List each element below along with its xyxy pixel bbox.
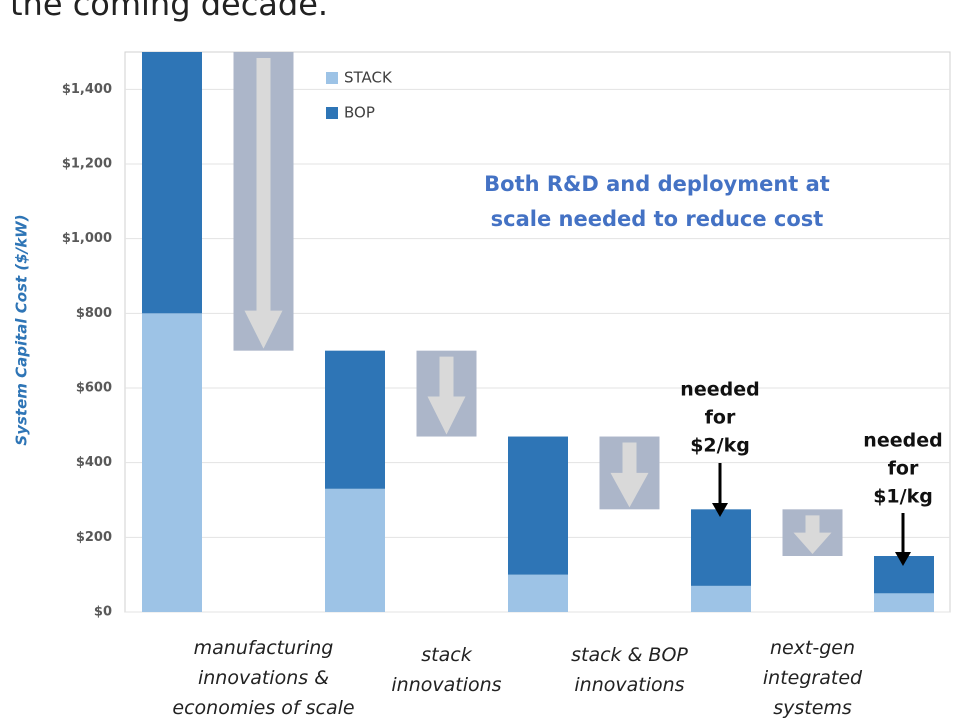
annotation-target: needed: [680, 379, 759, 401]
y-tick-label: $1,400: [62, 82, 112, 97]
bar-segment: [508, 574, 568, 612]
y-tick-label: $800: [76, 306, 112, 321]
reduction-arrowhead: [793, 515, 832, 554]
annotation-target: needed: [863, 430, 942, 452]
reduction-arrowhead: [244, 58, 283, 349]
annotation-arrowhead: [895, 552, 911, 566]
reduction-arrow: [599, 436, 660, 510]
x-category-label: stack innovations: [391, 644, 501, 696]
y-tick-label: $1,000: [62, 231, 112, 246]
reduction-arrowhead: [610, 442, 649, 508]
bar-segment: [874, 593, 934, 612]
y-tick-label: $0: [94, 605, 112, 620]
bar-segment: [691, 509, 751, 586]
header-text: the coming decade.: [10, 0, 328, 23]
y-tick-label: $1,200: [62, 157, 112, 172]
y-tick-label: $600: [76, 381, 112, 396]
bar-segment: [325, 350, 385, 489]
x-category-label: stack & BOP innovations: [571, 644, 688, 696]
bar-segment: [325, 488, 385, 612]
bar-segment: [142, 313, 202, 612]
annotation-target: $2/kg: [690, 435, 750, 457]
bar-segment: [508, 436, 568, 575]
y-tick-label: $400: [76, 455, 112, 470]
legend-swatch: [326, 107, 338, 119]
x-category-label: next-gen integrated systems: [763, 637, 863, 719]
reduction-arrow: [233, 52, 294, 351]
reduction-arrow: [782, 509, 843, 556]
x-category-label: manufacturing innovations & economies of s…: [172, 637, 354, 719]
annotation-message: Both R&D and deployment at: [484, 172, 830, 196]
annotation-message: scale needed to reduce cost: [491, 207, 824, 231]
reduction-arrow: [416, 350, 477, 437]
legend-label: BOP: [344, 104, 375, 122]
bar-segment: [691, 585, 751, 612]
reduction-arrowhead: [427, 356, 466, 435]
annotation-target: for: [888, 458, 919, 480]
y-tick-label: $200: [76, 530, 112, 545]
annotation-target: for: [705, 407, 736, 429]
annotation-target: $1/kg: [873, 486, 933, 508]
bar-segment: [142, 52, 202, 314]
legend-swatch: [326, 72, 338, 84]
legend-label: STACK: [344, 69, 393, 87]
annotation-arrowhead: [712, 503, 728, 517]
y-axis-label: System Capital Cost ($/kW): [13, 214, 31, 445]
